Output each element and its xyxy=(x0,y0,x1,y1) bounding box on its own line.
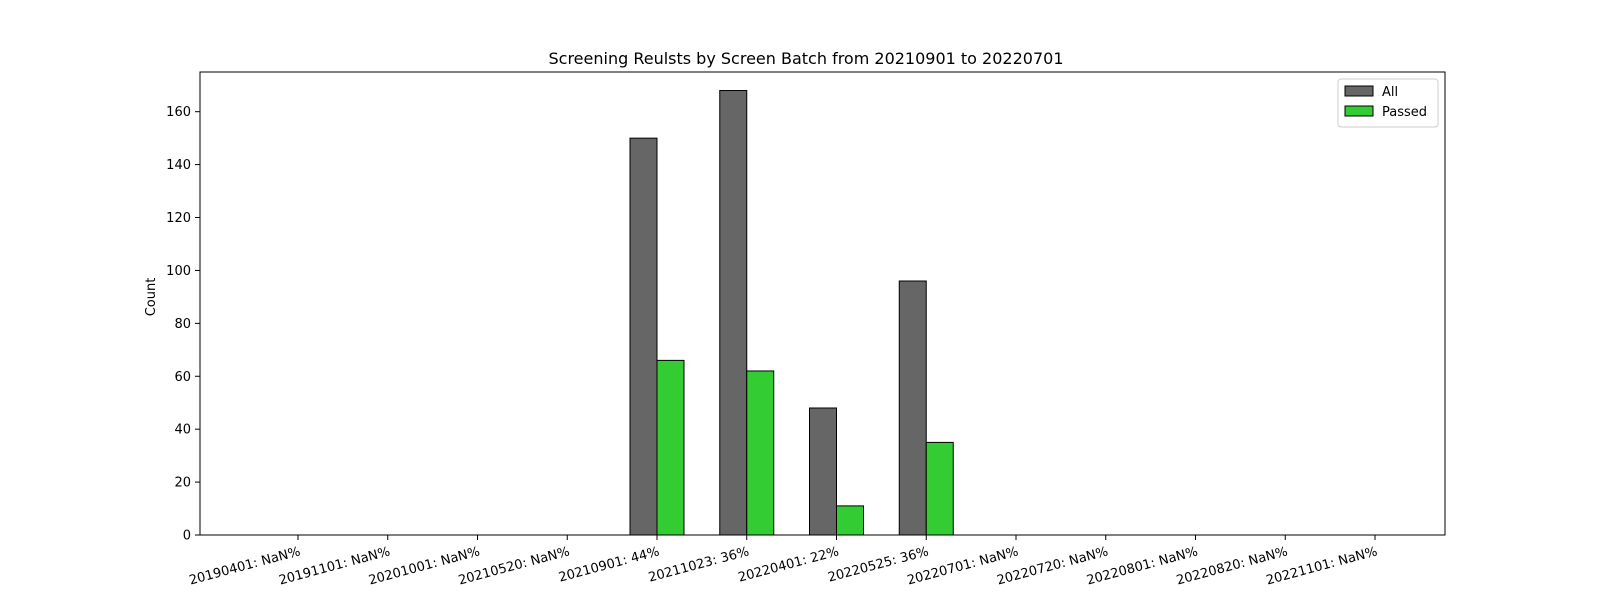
bar-all-7 xyxy=(898,280,927,536)
bar-passed-7 xyxy=(925,441,954,536)
y-tick-label: 40 xyxy=(174,423,191,438)
legend: All Passed xyxy=(1337,78,1439,128)
x-tick-label: 20220401: 22% xyxy=(737,544,841,585)
y-tick-label: 160 xyxy=(166,105,191,120)
y-tick-label: 20 xyxy=(174,476,191,491)
y-tick-label: 140 xyxy=(166,158,191,173)
bar-all-5 xyxy=(719,90,748,536)
legend-swatch-passed xyxy=(1344,105,1374,117)
legend-swatch-all xyxy=(1344,85,1374,97)
bar-passed-5 xyxy=(746,370,775,536)
y-tick-label: 80 xyxy=(174,317,191,332)
y-tick-label: 120 xyxy=(166,211,191,226)
x-tick-label: 20210901: 44% xyxy=(557,544,661,585)
y-tick-label: 100 xyxy=(166,264,191,279)
y-axis-label: Count xyxy=(144,278,159,317)
x-axis: 20190401: NaN%20191101: NaN%20201001: Na… xyxy=(188,535,1379,588)
bar-passed-6 xyxy=(836,505,864,536)
bar-all-6 xyxy=(809,407,837,536)
chart-title: Screening Reulsts by Screen Batch from 2… xyxy=(548,49,1063,68)
y-tick-label: 60 xyxy=(174,370,191,385)
bars-layer xyxy=(629,90,954,536)
legend-label-all: All xyxy=(1382,85,1398,100)
bar-all-4 xyxy=(629,137,658,536)
x-tick-label: 20211023: 36% xyxy=(647,544,751,585)
y-tick-label: 0 xyxy=(183,529,191,544)
bar-passed-4 xyxy=(656,359,685,536)
y-axis: 0 20 40 60 80 100 120 140 160 xyxy=(166,105,200,544)
plot-frame xyxy=(199,71,1446,536)
legend-label-passed: Passed xyxy=(1382,105,1427,120)
